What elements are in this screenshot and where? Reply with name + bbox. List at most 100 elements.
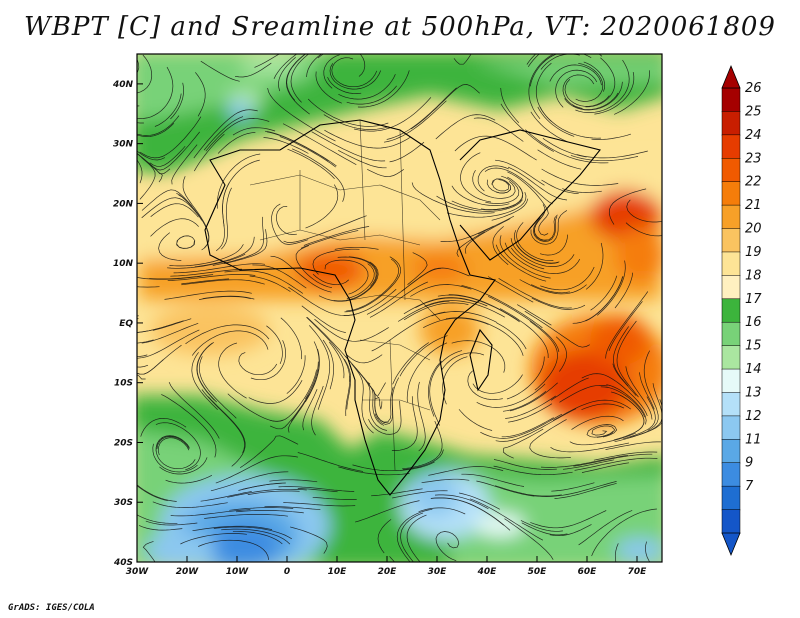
streamline bbox=[137, 153, 171, 175]
streamline bbox=[496, 322, 527, 350]
streamline bbox=[137, 374, 146, 380]
streamline bbox=[369, 281, 429, 318]
streamline bbox=[374, 377, 400, 425]
streamline bbox=[549, 64, 602, 86]
streamline bbox=[221, 187, 232, 250]
streamline bbox=[301, 305, 346, 333]
streamline bbox=[435, 114, 496, 140]
streamline bbox=[431, 497, 511, 531]
streamline bbox=[590, 275, 618, 311]
streamline bbox=[167, 273, 256, 282]
streamline bbox=[574, 457, 658, 471]
streamline bbox=[575, 62, 604, 102]
streamline bbox=[614, 70, 650, 115]
streamline bbox=[137, 122, 175, 137]
streamline bbox=[286, 355, 306, 394]
streamline bbox=[169, 244, 244, 267]
streamline bbox=[164, 290, 252, 300]
streamline bbox=[137, 321, 181, 333]
streamline bbox=[168, 381, 220, 439]
streamline bbox=[185, 324, 270, 345]
streamline bbox=[137, 485, 168, 502]
streamline bbox=[280, 317, 302, 360]
streamline bbox=[533, 209, 558, 241]
lat-tick-label: 20S bbox=[114, 438, 133, 448]
streamline bbox=[295, 245, 333, 289]
colorbar-label: 20 bbox=[745, 222, 762, 237]
streamline bbox=[150, 218, 199, 237]
colorbar-swatch bbox=[721, 462, 741, 487]
streamline bbox=[504, 518, 554, 560]
colorbar-label: 16 bbox=[745, 315, 762, 330]
streamline bbox=[306, 317, 350, 382]
streamline bbox=[435, 531, 460, 562]
streamline bbox=[273, 54, 298, 79]
streamline bbox=[625, 222, 662, 237]
country-borders bbox=[249, 119, 441, 471]
streamline bbox=[550, 442, 629, 453]
streamline bbox=[305, 184, 339, 229]
streamline bbox=[344, 256, 401, 313]
streamline bbox=[573, 453, 653, 467]
streamline bbox=[252, 264, 307, 289]
streamline bbox=[138, 525, 183, 531]
streamline bbox=[366, 381, 383, 410]
streamline bbox=[198, 356, 237, 419]
streamline bbox=[477, 215, 515, 235]
streamline bbox=[555, 69, 598, 108]
streamline bbox=[429, 350, 463, 426]
colorbar-min-arrow bbox=[721, 532, 741, 557]
streamline bbox=[477, 165, 509, 192]
streamline bbox=[594, 72, 635, 115]
streamline bbox=[254, 54, 280, 68]
streamline bbox=[619, 394, 645, 433]
colorbar-label: 22 bbox=[745, 175, 762, 190]
streamline bbox=[596, 260, 626, 316]
streamline bbox=[137, 339, 154, 344]
streamline bbox=[581, 403, 625, 411]
streamline bbox=[322, 339, 334, 390]
streamline bbox=[542, 138, 587, 158]
streamline bbox=[386, 87, 457, 140]
streamline bbox=[377, 519, 392, 554]
streamline bbox=[502, 391, 547, 412]
streamline bbox=[249, 275, 291, 292]
lat-tick-label: 10N bbox=[113, 259, 134, 269]
streamline bbox=[613, 326, 629, 387]
streamline bbox=[334, 246, 379, 250]
streamline bbox=[300, 230, 359, 249]
streamline bbox=[224, 270, 304, 294]
streamline bbox=[345, 376, 351, 417]
streamline bbox=[407, 252, 428, 285]
streamline bbox=[137, 115, 180, 136]
streamline bbox=[583, 61, 606, 92]
streamline bbox=[305, 361, 319, 400]
lon-tick-label: 30W bbox=[126, 567, 150, 577]
streamline bbox=[331, 57, 378, 88]
streamline bbox=[480, 413, 563, 439]
streamline bbox=[165, 474, 213, 484]
streamline bbox=[137, 315, 139, 317]
colorbar: 26 25 24 23 22 21 20 19 18 17 16 15 14 13 12 11 9 7 bbox=[721, 64, 762, 557]
streamline bbox=[593, 451, 658, 461]
streamline bbox=[137, 275, 202, 280]
streamline bbox=[247, 490, 300, 495]
streamline bbox=[528, 54, 553, 120]
colorbar-swatch bbox=[721, 415, 741, 441]
streamline bbox=[600, 386, 646, 418]
streamline bbox=[406, 514, 427, 562]
streamline bbox=[645, 541, 651, 562]
streamline bbox=[351, 363, 374, 434]
streamline bbox=[297, 488, 338, 493]
streamline bbox=[137, 359, 164, 375]
streamline bbox=[445, 317, 524, 356]
streamline bbox=[586, 424, 618, 438]
streamline bbox=[424, 300, 505, 318]
streamline bbox=[152, 443, 198, 473]
streamline bbox=[487, 296, 560, 352]
streamline bbox=[137, 364, 149, 368]
streamline bbox=[591, 508, 657, 557]
streamline bbox=[484, 167, 553, 205]
streamline bbox=[423, 317, 489, 329]
streamline bbox=[337, 256, 377, 287]
